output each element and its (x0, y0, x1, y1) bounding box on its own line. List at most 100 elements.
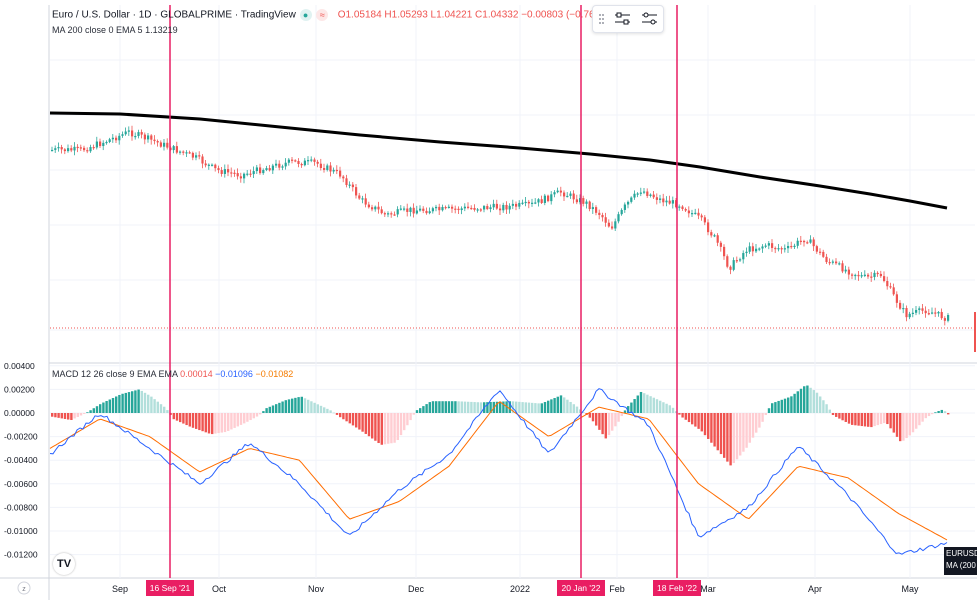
candle[interactable] (438, 206, 441, 211)
candle[interactable] (889, 286, 892, 288)
candle[interactable] (479, 209, 482, 211)
candle[interactable] (716, 235, 719, 243)
candle[interactable] (252, 171, 255, 175)
candle[interactable] (495, 203, 498, 209)
candle[interactable] (825, 256, 828, 263)
candle[interactable] (294, 160, 297, 162)
candle[interactable] (95, 141, 98, 148)
candle[interactable] (195, 155, 198, 158)
candle[interactable] (137, 132, 140, 136)
candle[interactable] (671, 200, 674, 204)
candle[interactable] (476, 209, 479, 211)
candle[interactable] (937, 311, 940, 314)
candle[interactable] (886, 281, 889, 287)
candle[interactable] (239, 176, 242, 179)
candle[interactable] (268, 168, 271, 171)
candle[interactable] (508, 205, 511, 210)
candle[interactable] (905, 308, 908, 318)
candle[interactable] (563, 192, 566, 197)
candle[interactable] (841, 263, 844, 272)
candle[interactable] (639, 192, 642, 194)
candle[interactable] (604, 217, 607, 223)
candle[interactable] (815, 246, 818, 252)
candle[interactable] (111, 137, 114, 140)
candle[interactable] (892, 287, 895, 295)
candle[interactable] (214, 164, 217, 169)
candle[interactable] (531, 202, 534, 204)
candle[interactable] (547, 195, 550, 202)
candle[interactable] (377, 206, 380, 210)
candle[interactable] (409, 207, 412, 212)
candle[interactable] (687, 210, 690, 214)
candle[interactable] (835, 261, 838, 264)
candle[interactable] (143, 134, 146, 140)
candle[interactable] (67, 148, 70, 152)
candle[interactable] (175, 146, 178, 153)
candle[interactable] (415, 210, 418, 214)
macd-legend[interactable]: MACD 12 26 close 9 EMA EMA 0.00014 −0.01… (52, 369, 293, 379)
candle[interactable] (374, 206, 377, 210)
candle[interactable] (732, 260, 735, 270)
candle[interactable] (457, 208, 460, 211)
candle[interactable] (284, 162, 287, 167)
candle[interactable] (700, 215, 703, 218)
candle[interactable] (668, 200, 671, 204)
candle[interactable] (444, 207, 447, 209)
candle[interactable] (943, 318, 946, 321)
candle[interactable] (499, 208, 502, 211)
candle[interactable] (947, 314, 950, 321)
candle[interactable] (390, 213, 393, 215)
candle[interactable] (812, 239, 815, 247)
candle[interactable] (259, 167, 262, 174)
candle[interactable] (806, 242, 809, 244)
candle[interactable] (387, 213, 390, 215)
candle[interactable] (89, 147, 92, 152)
candle[interactable] (191, 152, 194, 158)
candle[interactable] (627, 201, 630, 205)
candle[interactable] (828, 262, 831, 264)
candle[interactable] (246, 173, 249, 175)
candle[interactable] (876, 272, 879, 275)
candle[interactable] (569, 193, 572, 196)
candle[interactable] (86, 150, 89, 152)
candle[interactable] (431, 208, 434, 212)
candle[interactable] (780, 248, 783, 250)
candle[interactable] (319, 163, 322, 169)
candle[interactable] (870, 276, 873, 278)
candle[interactable] (691, 213, 694, 215)
candle[interactable] (921, 308, 924, 311)
candle[interactable] (335, 169, 338, 172)
candle[interactable] (236, 173, 239, 177)
candle[interactable] (796, 240, 799, 246)
candle[interactable] (739, 259, 742, 261)
candle[interactable] (326, 165, 329, 170)
candle[interactable] (140, 132, 143, 135)
candle[interactable] (182, 151, 185, 153)
candle[interactable] (940, 311, 943, 319)
candle[interactable] (108, 139, 111, 142)
candle[interactable] (70, 148, 73, 151)
market-status-icon[interactable]: ● (299, 9, 312, 21)
candle[interactable] (118, 135, 121, 141)
candle[interactable] (188, 152, 191, 154)
ma-legend[interactable]: MA 200 close 0 EMA 5 1.13219 (52, 25, 178, 35)
candle[interactable] (726, 256, 729, 267)
candle[interactable] (790, 245, 793, 248)
candle[interactable] (172, 146, 175, 151)
candle[interactable] (854, 274, 857, 277)
candle[interactable] (703, 217, 706, 223)
candle[interactable] (428, 211, 431, 214)
candle[interactable] (153, 139, 156, 142)
candle[interactable] (467, 206, 470, 208)
candle[interactable] (774, 247, 777, 250)
candle[interactable] (540, 199, 543, 203)
candle[interactable] (751, 246, 754, 252)
candle[interactable] (329, 165, 332, 172)
candle[interactable] (121, 134, 124, 136)
timezone-icon[interactable] (17, 581, 31, 595)
candle[interactable] (534, 202, 537, 204)
candle[interactable] (159, 142, 162, 147)
candle[interactable] (617, 214, 620, 222)
candle[interactable] (348, 184, 351, 186)
candle[interactable] (342, 176, 345, 179)
